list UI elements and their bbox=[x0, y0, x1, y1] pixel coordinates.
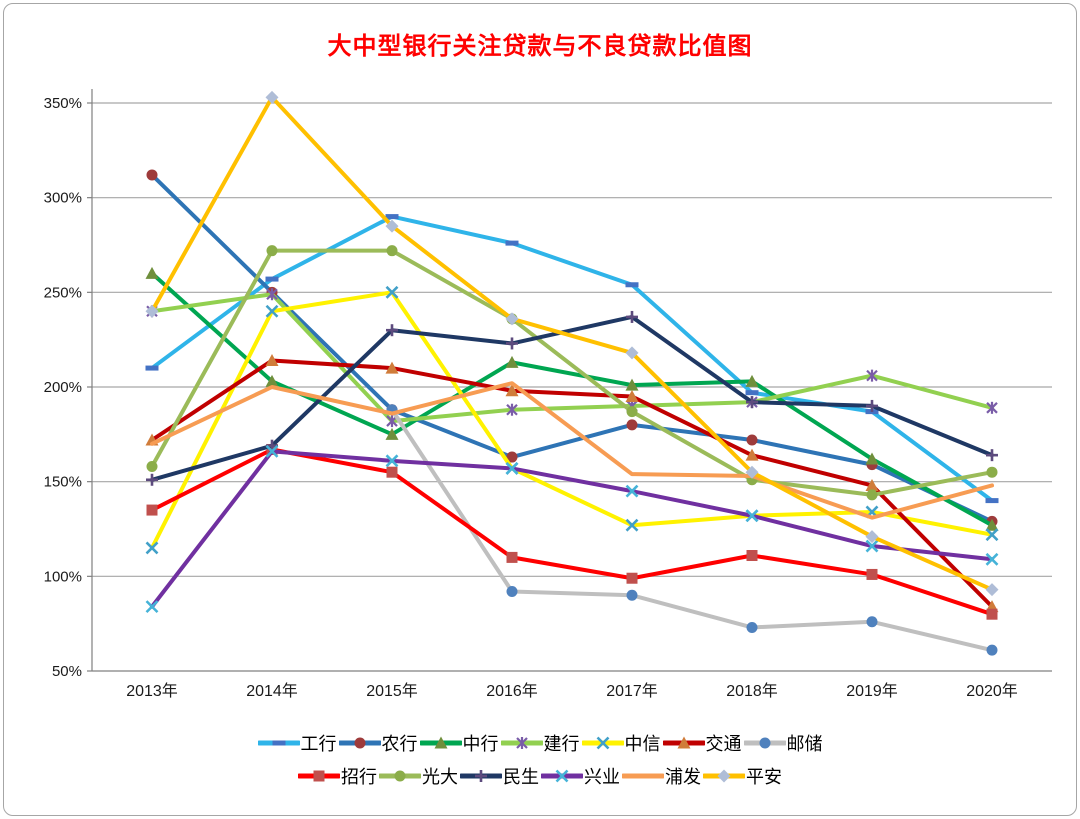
y-axis-tick: 50% bbox=[52, 663, 82, 680]
legend-label-pingan: 平安 bbox=[746, 767, 782, 787]
y-axis-tick: 350% bbox=[44, 95, 82, 112]
legend-item-bocom: 交通 bbox=[662, 730, 742, 756]
legend-swatch-psbc bbox=[743, 737, 786, 749]
legend-label-minsheng: 民生 bbox=[503, 767, 539, 787]
legend-label-boc: 中行 bbox=[462, 734, 499, 754]
legend-swatch-cib bbox=[541, 769, 583, 783]
legend-row-2: 招行 光大 民生 兴业 浦发 平安 bbox=[297, 763, 783, 789]
x-axis-label: 2019年 bbox=[846, 682, 898, 700]
legend-label-bocom: 交通 bbox=[705, 734, 742, 754]
legend-swatch-icbc bbox=[257, 740, 300, 746]
legend-item-icbc: 工行 bbox=[257, 730, 337, 756]
series-minsheng bbox=[146, 310, 998, 486]
legend-item-boc: 中行 bbox=[419, 730, 499, 756]
legend-swatch-pingan bbox=[703, 769, 745, 783]
chart-frame: 大中型银行关注贷款与不良贷款比值图 350% 300% 250% 200% 150% 10… bbox=[3, 3, 1077, 816]
legend-label-spdb: 浦发 bbox=[665, 767, 701, 787]
legend-swatch-citic bbox=[581, 736, 624, 750]
legend-item-cmb: 招行 bbox=[298, 763, 377, 789]
legend-swatch-bocom bbox=[662, 736, 705, 749]
legend-item-citic: 中信 bbox=[581, 730, 661, 756]
y-axis-tick: 250% bbox=[44, 284, 82, 301]
gridlines: 350% 300% 250% 200% 150% 100% 50% bbox=[44, 89, 1052, 680]
legend-swatch-abc bbox=[338, 737, 381, 749]
legend-label-icbc: 工行 bbox=[300, 734, 337, 754]
legend-swatch-ccb bbox=[500, 737, 543, 749]
y-axis-tick: 200% bbox=[44, 379, 82, 396]
legend-label-citic: 中信 bbox=[624, 734, 661, 754]
legend-swatch-spdb bbox=[622, 773, 664, 779]
legend-item-pingan: 平安 bbox=[703, 763, 782, 789]
legend-label-abc: 农行 bbox=[381, 734, 418, 754]
chart-title: 大中型银行关注贷款与不良贷款比值图 bbox=[327, 34, 753, 60]
x-axis-label: 2018年 bbox=[726, 682, 778, 700]
x-axis-label: 2013年 bbox=[126, 682, 178, 700]
legend-item-ceb: 光大 bbox=[379, 763, 458, 789]
legend-swatch-minsheng bbox=[460, 770, 502, 782]
x-axis-label: 2016年 bbox=[486, 682, 538, 700]
legend-label-ccb: 建行 bbox=[543, 734, 580, 754]
legend-label-psbc: 邮储 bbox=[786, 734, 823, 754]
legend-label-cmb: 招行 bbox=[341, 767, 377, 787]
legend-label-cib: 兴业 bbox=[584, 767, 620, 787]
x-axis-label: 2020年 bbox=[966, 682, 1018, 700]
y-axis-tick: 300% bbox=[44, 190, 82, 207]
series-citic bbox=[145, 285, 999, 555]
legend-item-cib: 兴业 bbox=[541, 763, 620, 789]
series-cib bbox=[145, 444, 999, 614]
legend-item-spdb: 浦发 bbox=[622, 763, 701, 789]
x-axis: 2013年 2014年 2015年 2016年 2017年 2018年 2019年 2020年 bbox=[126, 682, 1018, 700]
series-spdb bbox=[150, 381, 994, 520]
series-abc bbox=[146, 169, 998, 527]
x-axis-label: 2015年 bbox=[366, 682, 418, 700]
y-axis-tick: 150% bbox=[44, 474, 82, 491]
legend-swatch-ceb bbox=[379, 770, 421, 782]
legend-item-psbc: 邮储 bbox=[743, 730, 823, 756]
legend-label-ceb: 光大 bbox=[422, 767, 458, 787]
x-axis-label: 2017年 bbox=[606, 682, 658, 700]
legend-swatch-cmb bbox=[298, 770, 340, 782]
legend-item-ccb: 建行 bbox=[500, 730, 580, 756]
legend-row-1: 工行 农行 中行 建行 中信 交通 邮储 bbox=[257, 730, 824, 756]
series-pingan bbox=[145, 90, 999, 597]
legend-swatch-boc bbox=[419, 736, 462, 749]
legend-item-minsheng: 民生 bbox=[460, 763, 539, 789]
chart-legend: 工行 农行 中行 建行 中信 交通 邮储招行 光大 民生 兴业 浦发 平安 bbox=[4, 730, 1076, 789]
chart-canvas: 350%300%250%200%150%100%50%2013年 2014年 201… bbox=[44, 89, 1052, 700]
legend-item-abc: 农行 bbox=[338, 730, 418, 756]
x-axis-label: 2014年 bbox=[246, 682, 298, 700]
y-axis-tick: 100% bbox=[44, 568, 82, 585]
